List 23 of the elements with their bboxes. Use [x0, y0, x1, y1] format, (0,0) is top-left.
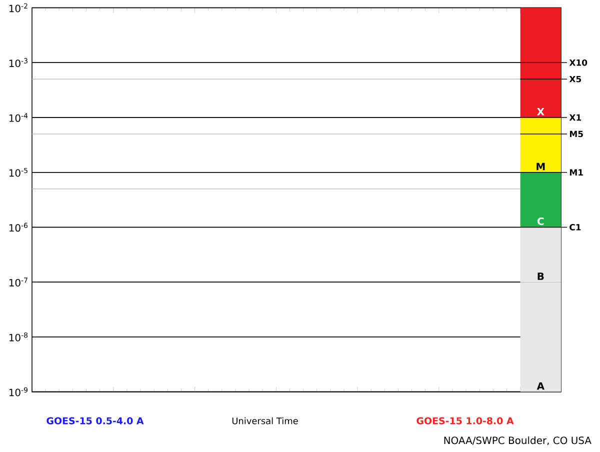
- y-tick-label: 10$^{-6}$: [9, 222, 28, 232]
- band-label: X: [537, 108, 544, 116]
- ref-line-label: X5: [569, 76, 582, 82]
- x-axis-title: Universal Time: [232, 417, 298, 424]
- legend-label: GOES-15 1.0-8.0 A: [416, 417, 514, 424]
- ref-line-label: C1: [570, 224, 581, 231]
- band-label: A: [536, 382, 544, 390]
- band-label: B: [538, 272, 544, 280]
- y-tick-label: 10$^{-7}$: [9, 278, 28, 287]
- y-tick-label: 10$^{-2}$: [9, 3, 28, 12]
- ref-line-label: M1: [570, 169, 583, 176]
- text: NOAA/SWPC Boulder, CO USA: [444, 436, 592, 446]
- ref-line-label: M5: [570, 130, 583, 138]
- y-tick-label: 10$^{-4}$: [9, 113, 28, 122]
- band-label: C: [537, 218, 544, 226]
- y-tick-label: 10$^{-8}$: [9, 332, 28, 342]
- y-tick-label: 10$^{-5}$: [9, 168, 28, 177]
- ref-line-label: X10: [569, 60, 588, 66]
- ref-line-label: X1: [569, 114, 582, 121]
- y-tick-label: 10$^{-9}$: [9, 387, 28, 396]
- band-label: M: [536, 163, 545, 170]
- y-tick-label: 10$^{-3}$: [9, 58, 28, 68]
- legend-label: GOES-15 0.5-4.0 A: [46, 417, 144, 424]
